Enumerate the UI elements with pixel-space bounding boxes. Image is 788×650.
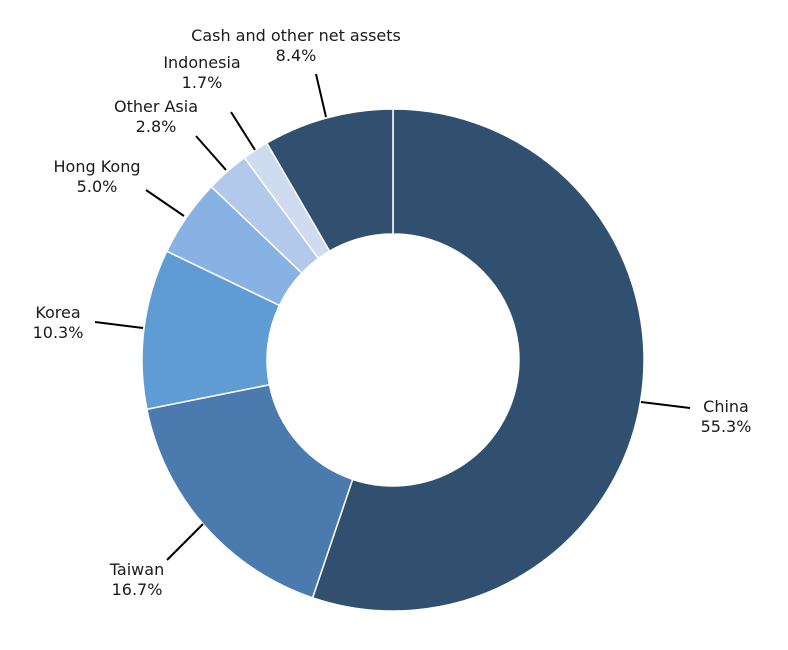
slice-china bbox=[311, 108, 645, 612]
slice-value-label-hong-kong: 5.0% bbox=[77, 177, 118, 196]
slice-label-hong-kong: Hong Kong bbox=[54, 157, 141, 176]
leader-lines-group bbox=[94, 73, 691, 561]
slice-label-taiwan: Taiwan bbox=[109, 560, 164, 579]
slice-label-indonesia: Indonesia bbox=[163, 53, 240, 72]
leader-line-indonesia bbox=[230, 111, 256, 151]
slice-value-label-korea: 10.3% bbox=[33, 323, 84, 342]
leader-line-cash-and-other-net-assets bbox=[315, 73, 327, 118]
leader-line-hong-kong bbox=[145, 189, 185, 217]
slice-cash-and-other-net-assets bbox=[265, 108, 394, 253]
leader-line-other-asia bbox=[195, 135, 227, 171]
slice-label-korea: Korea bbox=[35, 303, 80, 322]
leader-line-taiwan bbox=[166, 523, 204, 561]
leader-line-korea bbox=[94, 321, 144, 329]
slices-group bbox=[141, 108, 645, 612]
slice-value-label-other-asia: 2.8% bbox=[136, 117, 177, 136]
slice-value-label-china: 55.3% bbox=[701, 417, 752, 436]
slice-taiwan bbox=[145, 383, 354, 599]
slice-label-cash-and-other-net-assets: Cash and other net assets bbox=[191, 26, 401, 45]
slice-label-other-asia: Other Asia bbox=[114, 97, 198, 116]
leader-line-china bbox=[640, 401, 691, 409]
slice-value-label-taiwan: 16.7% bbox=[112, 580, 163, 599]
slice-value-label-cash-and-other-net-assets: 8.4% bbox=[276, 46, 317, 65]
slice-label-china: China bbox=[703, 397, 749, 416]
slice-value-label-indonesia: 1.7% bbox=[182, 73, 223, 92]
